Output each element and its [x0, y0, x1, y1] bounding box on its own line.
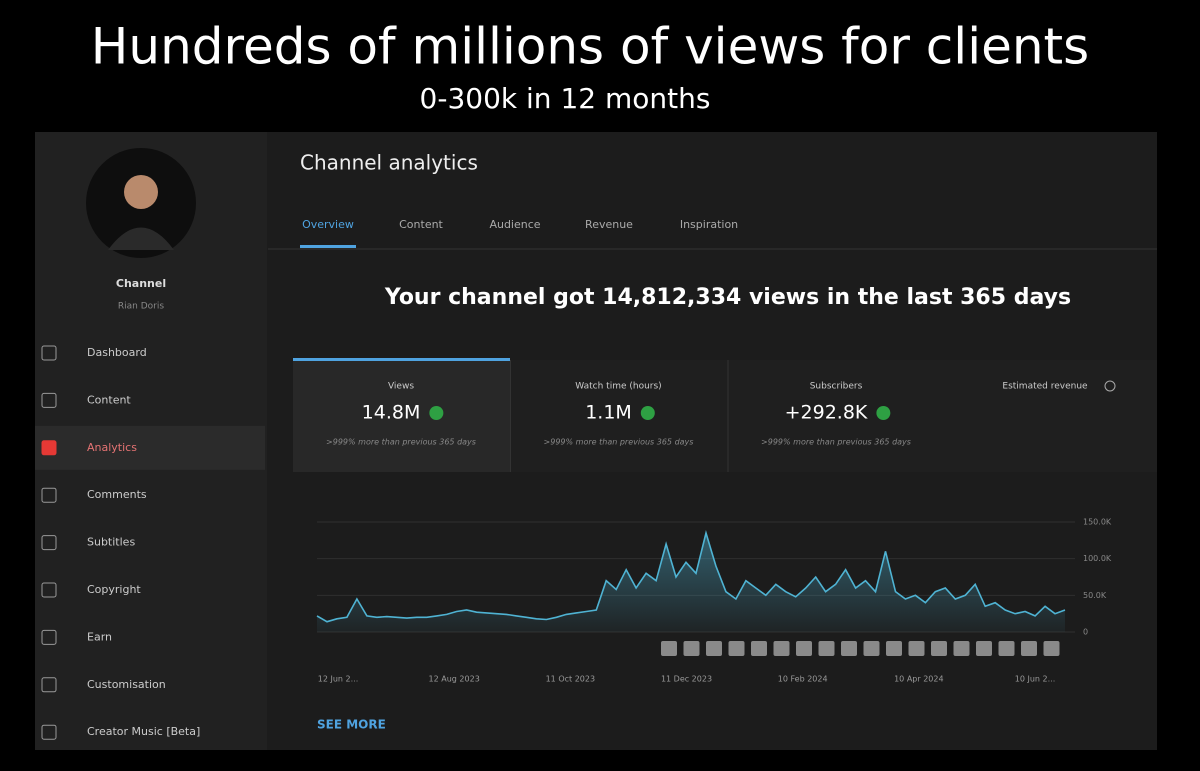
event-icon[interactable] — [728, 641, 745, 656]
channel-label: Channel — [116, 277, 166, 290]
nav-icon[interactable] — [41, 440, 57, 456]
x-tick-label: 10 Apr 2024 — [894, 675, 943, 684]
avatar-body — [108, 227, 174, 250]
nav-item[interactable]: Creator Music [Beta] — [87, 725, 200, 738]
x-tick-label: 10 Jun 2... — [1015, 675, 1055, 684]
nav-active-bg — [35, 425, 265, 470]
main-title: Channel analytics — [300, 151, 478, 175]
event-icon[interactable] — [998, 641, 1015, 656]
nav-item[interactable]: Copyright — [87, 583, 141, 596]
metric-label[interactable]: Subscribers — [810, 382, 863, 392]
nav-icon[interactable] — [41, 392, 57, 408]
metric-value: 14.8M — [362, 402, 421, 424]
y-tick-label: 0 — [1083, 628, 1088, 637]
see-more[interactable]: SEE MORE — [317, 718, 386, 732]
metric-note: >999% more than previous 365 days — [544, 438, 694, 447]
event-icon[interactable] — [953, 641, 970, 656]
event-icon[interactable] — [751, 641, 767, 656]
event-icon[interactable] — [863, 641, 880, 656]
nav-item[interactable]: Content — [87, 393, 131, 406]
headline: Your channel got 14,812,334 views in the… — [384, 285, 1071, 310]
event-icon[interactable] — [683, 641, 700, 656]
nav-icon[interactable] — [41, 345, 57, 361]
page-subtitle: 0-300k in 12 months — [420, 82, 711, 115]
event-icon[interactable] — [931, 641, 947, 656]
metric-card-top — [293, 358, 510, 361]
y-tick-label: 150.0K — [1083, 518, 1112, 527]
event-icon[interactable] — [661, 641, 677, 656]
event-icon[interactable] — [818, 641, 835, 656]
event-icon[interactable] — [706, 641, 722, 656]
x-tick-label: 10 Feb 2024 — [778, 675, 828, 684]
y-tick-label: 50.0K — [1083, 591, 1107, 600]
nav-icon[interactable] — [41, 582, 57, 598]
x-tick-label: 11 Dec 2023 — [661, 675, 712, 684]
tab[interactable]: Inspiration — [680, 218, 738, 231]
nav-icon[interactable] — [41, 677, 57, 693]
metric-value: +292.8K — [785, 402, 868, 424]
event-icon[interactable] — [1043, 641, 1060, 656]
nav-item[interactable]: Dashboard — [87, 346, 147, 359]
metric-label[interactable]: Views — [388, 382, 414, 392]
x-tick-label: 12 Aug 2023 — [429, 675, 480, 684]
nav-item[interactable]: Comments — [87, 488, 147, 501]
event-icon[interactable] — [886, 641, 902, 656]
event-icon[interactable] — [1021, 641, 1037, 656]
nav-item[interactable]: Subtitles — [87, 536, 135, 549]
x-tick-label: 11 Oct 2023 — [546, 675, 595, 684]
page-title: Hundreds of millions of views for client… — [91, 18, 1089, 76]
line — [316, 529, 1066, 623]
trend-up-icon — [876, 406, 891, 420]
avatar-face — [124, 175, 158, 209]
tab[interactable]: Content — [399, 218, 443, 231]
tab[interactable]: Revenue — [585, 218, 633, 231]
event-icon[interactable] — [773, 641, 790, 656]
tab[interactable]: Audience — [489, 218, 540, 231]
y-tick-label: 100.0K — [1083, 554, 1112, 563]
nav-item[interactable]: Earn — [87, 630, 112, 643]
event-icon[interactable] — [908, 641, 925, 656]
tab[interactable]: Overview — [302, 218, 354, 231]
event-icon[interactable] — [976, 641, 992, 656]
channel-name: Rian Doris — [118, 302, 164, 312]
x-tick-label: 12 Jun 2... — [318, 675, 358, 684]
tab-underline — [300, 245, 356, 248]
nav-icon[interactable] — [41, 535, 57, 551]
trend-up-icon — [640, 406, 655, 420]
metric-value: 1.1M — [585, 402, 632, 424]
event-icon[interactable] — [841, 641, 857, 656]
metric-note: >999% more than previous 365 days — [761, 438, 911, 447]
info-icon[interactable] — [1104, 380, 1116, 392]
metric-card-active[interactable] — [293, 360, 510, 472]
area — [317, 533, 1065, 632]
nav-icon[interactable] — [41, 629, 57, 645]
nav-item[interactable]: Analytics — [87, 441, 137, 454]
trend-up-icon — [429, 406, 444, 420]
nav-icon[interactable] — [41, 724, 57, 740]
event-icon[interactable] — [796, 641, 812, 656]
revenue-label[interactable]: Estimated revenue — [1002, 382, 1088, 392]
metric-label[interactable]: Watch time (hours) — [575, 382, 661, 392]
nav-icon[interactable] — [41, 487, 57, 503]
metric-note: >999% more than previous 365 days — [326, 438, 476, 447]
nav-item[interactable]: Customisation — [87, 678, 166, 691]
